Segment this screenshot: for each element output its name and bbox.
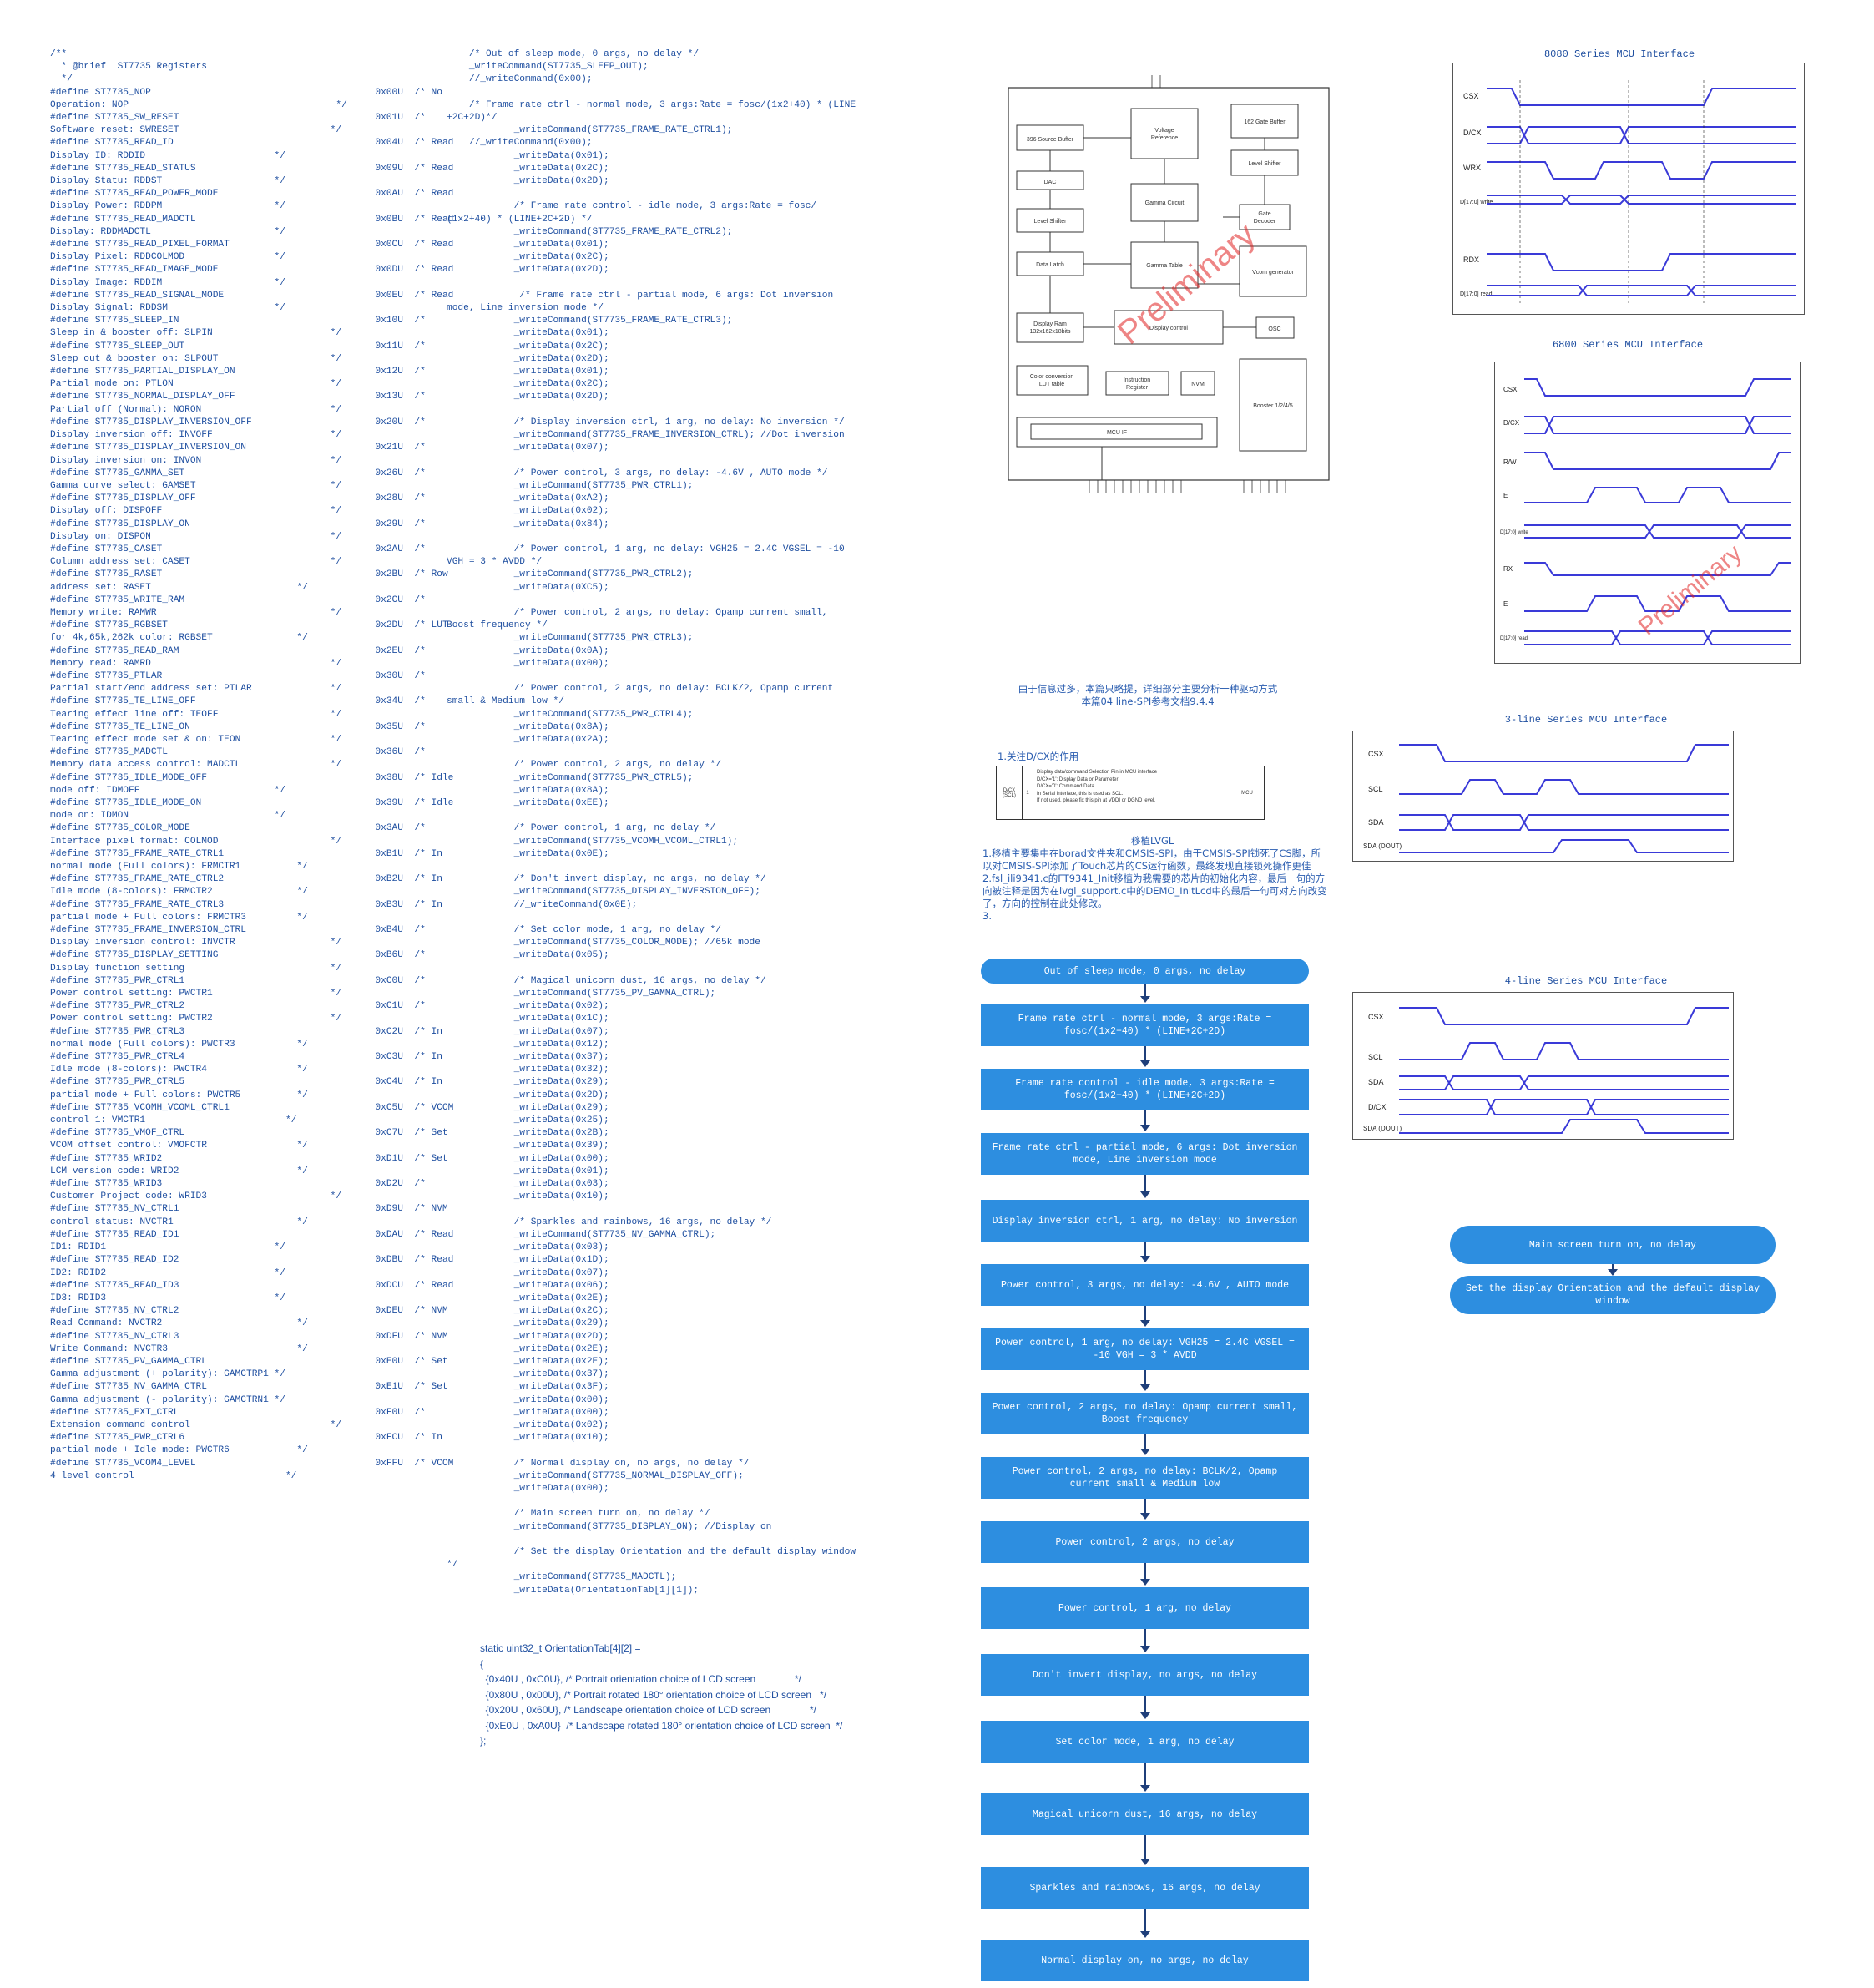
- svg-text:D/CX: D/CX: [1368, 1103, 1387, 1111]
- flow-step: Sparkles and rainbows, 16 args, no delay: [981, 1867, 1309, 1909]
- svg-text:396 Source Buffer: 396 Source Buffer: [1027, 137, 1074, 143]
- timing-title-3line: 3-line Series MCU Interface: [1504, 714, 1668, 726]
- flow-arrow: [1139, 984, 1150, 1003]
- svg-text:Gamma Circuit: Gamma Circuit: [1145, 200, 1185, 206]
- lvgl-title: 移植LVGL: [1131, 835, 1174, 847]
- flow-step: Power control, 2 args, no delay: Opamp c…: [981, 1393, 1309, 1434]
- flow-arrow: [1139, 1499, 1150, 1520]
- flow-step-set-orientation: Set the display Orientation and the defa…: [1450, 1276, 1776, 1314]
- timing-title-4line: 4-line Series MCU Interface: [1504, 975, 1668, 987]
- flow-step-main-screen-on: Main screen turn on, no delay: [1450, 1226, 1776, 1264]
- flow-arrow: [1139, 1175, 1150, 1198]
- svg-text:SDA (DOUT): SDA (DOUT): [1363, 842, 1402, 850]
- svg-text:162 Gate Buffer: 162 Gate Buffer: [1244, 119, 1286, 125]
- svg-text:MCU IF: MCU IF: [1107, 430, 1127, 436]
- svg-text:Display Ram: Display Ram: [1033, 321, 1067, 327]
- orientation-table-code: static uint32_t OrientationTab[4][2] = {…: [480, 1642, 843, 1747]
- svg-text:D[17:0] read: D[17:0] read: [1500, 636, 1528, 641]
- svg-text:CSX: CSX: [1503, 386, 1518, 393]
- timing-title-8080: 8080 Series MCU Interface: [1543, 48, 1695, 60]
- svg-text:Color conversion: Color conversion: [1030, 374, 1074, 380]
- svg-text:SCL: SCL: [1368, 785, 1383, 793]
- svg-text:E: E: [1503, 600, 1508, 608]
- svg-text:D[17:0] write: D[17:0] write: [1460, 200, 1493, 205]
- flow-arrow: [1139, 1370, 1150, 1391]
- svg-text:132x162x18bits: 132x162x18bits: [1029, 329, 1071, 335]
- flow-arrow: [1139, 1696, 1150, 1719]
- timing-title-6800: 6800 Series MCU Interface: [1552, 339, 1704, 351]
- flow-step: Set color mode, 1 arg, no delay: [981, 1721, 1309, 1763]
- flow-arrow: [1139, 1763, 1150, 1792]
- flow-arrow: [1139, 1909, 1150, 1938]
- flow-step: Power control, 2 args, no delay: BCLK/2,…: [981, 1457, 1309, 1499]
- svg-text:Instruction: Instruction: [1124, 377, 1150, 383]
- svg-text:Reference: Reference: [1151, 135, 1178, 141]
- timing-diagram-4line: CSX SCL SDA D/CX SDA (DOUT): [1352, 992, 1734, 1140]
- flow-arrow: [1139, 1306, 1150, 1327]
- flow-step: Power control, 2 args, no delay: [981, 1521, 1309, 1563]
- intro-note: 由于信息过多，本篇只略提，详细部分主要分析一种驱动方式 本篇04 line-SP…: [1018, 683, 1278, 707]
- register-definitions-code: /** * @brief ST7735 Registers */ #define…: [50, 49, 454, 1481]
- flow-step: Normal display on, no args, no delay: [981, 1940, 1309, 1981]
- svg-text:R/W: R/W: [1503, 458, 1517, 466]
- flow-step: Don't invert display, no args, no delay: [981, 1654, 1309, 1696]
- svg-text:Level Shifter: Level Shifter: [1249, 161, 1282, 167]
- dcx-table: D/CX (SCL) 1 Display data/command Select…: [996, 766, 1265, 820]
- flow-arrow: [1139, 1046, 1150, 1067]
- svg-text:Data Latch: Data Latch: [1036, 262, 1064, 268]
- flow-arrow: [1139, 1629, 1150, 1652]
- timing-diagram-3line: CSX SCL SDA SDA (DOUT): [1352, 731, 1734, 862]
- svg-text:Booster 1/2/4/5: Booster 1/2/4/5: [1253, 403, 1293, 409]
- svg-text:Vcom generator: Vcom generator: [1252, 270, 1294, 276]
- svg-text:D[17:0] read: D[17:0] read: [1460, 291, 1493, 297]
- svg-text:WRX: WRX: [1463, 164, 1481, 172]
- svg-text:Level Shifter: Level Shifter: [1034, 219, 1068, 225]
- timing-diagram-6800: CSX D/CX R/W E D[17:0] write RX E D[17:0…: [1494, 362, 1801, 664]
- flow-arrow: [1139, 1110, 1150, 1131]
- flow-step: Frame rate ctrl - normal mode, 3 args:Ra…: [981, 1004, 1309, 1046]
- block-diagram: 396 Source Buffer DAC Level Shifter Data…: [1008, 75, 1330, 493]
- flow-arrow: [1139, 1434, 1150, 1455]
- flow-arrow: [1139, 1835, 1150, 1865]
- svg-text:Register: Register: [1126, 385, 1149, 391]
- svg-text:NVM: NVM: [1191, 382, 1205, 387]
- svg-text:Gamma Table: Gamma Table: [1146, 263, 1183, 269]
- flow-arrow: [1139, 1563, 1150, 1586]
- svg-text:E: E: [1503, 492, 1508, 499]
- svg-text:RDX: RDX: [1463, 255, 1479, 264]
- svg-text:OSC: OSC: [1268, 326, 1280, 332]
- flow-step: Display inversion ctrl, 1 arg, no delay:…: [981, 1200, 1309, 1242]
- flow-arrow-tail: [1608, 1264, 1618, 1276]
- svg-text:Gate: Gate: [1258, 211, 1270, 217]
- preliminary-watermark-2: Preliminary: [1634, 539, 1747, 641]
- svg-text:RX: RX: [1503, 565, 1513, 573]
- svg-text:Display control: Display control: [1149, 326, 1188, 331]
- svg-text:CSX: CSX: [1368, 750, 1384, 758]
- init-sequence-code: /* Out of sleep mode, 0 args, no delay *…: [447, 49, 856, 1596]
- svg-text:D/CX: D/CX: [1463, 129, 1482, 137]
- svg-text:SDA: SDA: [1368, 1078, 1384, 1086]
- flow-step: Power control, 3 args, no delay: -4.6V ,…: [981, 1264, 1309, 1306]
- timing-diagram-8080: CSX D/CX WRX D[17:0] write RDX D[17:0] r…: [1452, 63, 1805, 315]
- svg-text:CSX: CSX: [1463, 92, 1479, 100]
- flow-step: Power control, 1 arg, no delay: VGH25 = …: [981, 1328, 1309, 1370]
- flow-step: Power control, 1 arg, no delay: [981, 1587, 1309, 1629]
- dcx-note-title: 1.关注D/CX的作用: [998, 751, 1079, 762]
- svg-text:SDA: SDA: [1368, 818, 1384, 827]
- svg-text:D/CX: D/CX: [1503, 419, 1520, 427]
- svg-text:SCL: SCL: [1368, 1053, 1383, 1061]
- svg-text:CSX: CSX: [1368, 1013, 1384, 1021]
- lvgl-notes: 1.移植主要集中在borad文件夹和CMSIS-SPI，由于CMSIS-SPI锁…: [982, 847, 1327, 922]
- svg-text:LUT table: LUT table: [1039, 382, 1064, 387]
- svg-text:SDA (DOUT): SDA (DOUT): [1363, 1125, 1402, 1132]
- svg-text:Voltage: Voltage: [1154, 128, 1174, 134]
- flow-step: Magical unicorn dust, 16 args, no delay: [981, 1793, 1309, 1835]
- flow-step: Frame rate control - idle mode, 3 args:R…: [981, 1069, 1309, 1110]
- flow-arrow: [1139, 1242, 1150, 1262]
- svg-text:D[17:0] write: D[17:0] write: [1500, 530, 1528, 535]
- svg-text:DAC: DAC: [1044, 180, 1057, 185]
- flow-step: Frame rate ctrl - partial mode, 6 args: …: [981, 1133, 1309, 1175]
- svg-text:Decoder: Decoder: [1254, 219, 1276, 225]
- flow-step: Out of sleep mode, 0 args, no delay: [981, 959, 1309, 984]
